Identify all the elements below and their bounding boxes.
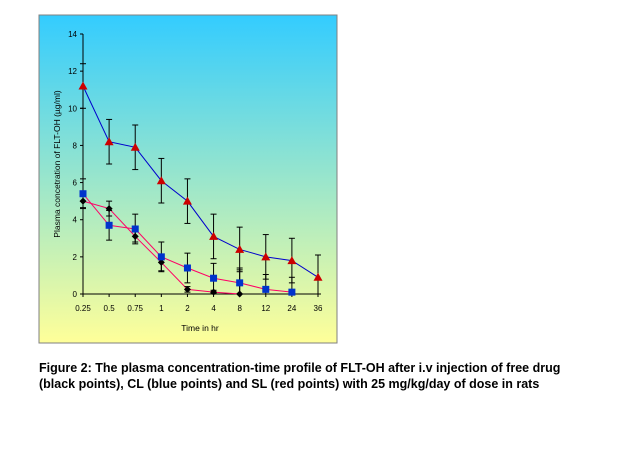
x-tick-label: 2 [185,304,190,313]
data-point-triangle [313,272,323,281]
y-axis-title: Plasma concetration of FLT-OH (µg/ml) [52,90,62,238]
x-tick-label: 1 [159,304,164,313]
figure-caption: Figure 2: The plasma concentration-time … [39,361,561,391]
y-tick-label: 10 [68,104,77,113]
data-point-diamond [79,197,87,205]
x-tick-label: 12 [261,304,270,313]
data-point-diamond [183,285,191,293]
data-point-square [183,264,191,272]
x-tick-label: 36 [314,304,323,313]
data-point-triangle [182,196,192,205]
x-tick-label: 0.75 [127,304,143,313]
data-point-diamond [210,288,218,296]
data-point-square [288,288,296,296]
y-tick-label: 14 [68,30,77,39]
data-point-triangle [130,142,140,151]
data-point-square [157,253,165,261]
data-point-square [262,285,270,293]
x-tick-label: 0.5 [104,304,116,313]
data-point-diamond [131,232,139,240]
x-axis-title: Time in hr [181,323,219,333]
data-point-triangle [78,81,88,90]
data-point-diamond [157,258,165,266]
y-tick-label: 8 [73,141,78,150]
data-point-square [131,225,139,233]
x-tick-label: 24 [287,304,296,313]
x-tick-label: 8 [237,304,242,313]
data-point-square [236,279,244,287]
x-tick-label: 0.25 [75,304,91,313]
data-point-square [210,274,218,282]
y-tick-label: 0 [73,290,78,299]
y-tick-label: 2 [73,253,78,262]
series-line [82,85,319,278]
data-point-diamond [105,205,113,213]
data-point-diamond [236,290,244,298]
data-point-triangle [287,256,297,265]
y-tick-label: 12 [68,67,77,76]
data-point-triangle [104,137,114,146]
data-point-square [105,221,113,229]
data-point-triangle [209,231,219,240]
data-point-triangle [156,176,166,185]
data-point-triangle [261,252,271,261]
data-point-triangle [235,244,245,253]
data-point-square [79,190,87,198]
x-tick-label: 4 [211,304,216,313]
y-tick-label: 4 [73,216,78,225]
y-tick-label: 6 [73,179,78,188]
